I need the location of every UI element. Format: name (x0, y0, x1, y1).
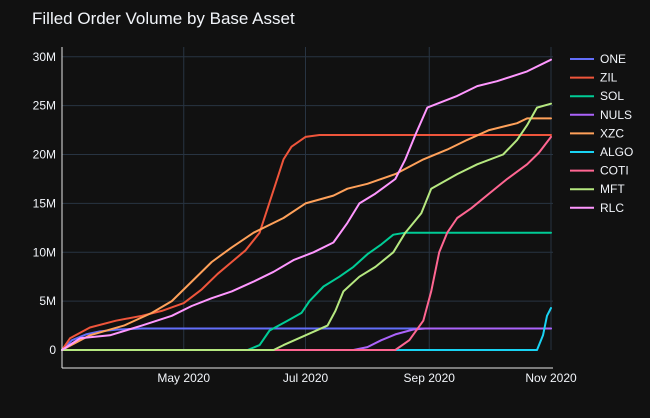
legend-item-mft[interactable]: MFT (570, 182, 625, 196)
legend-label: ALGO (600, 145, 633, 159)
legend-item-rlc[interactable]: RLC (570, 201, 624, 215)
legend-item-one[interactable]: ONE (570, 52, 626, 66)
legend-label: ZIL (600, 71, 618, 85)
legend[interactable]: ONE ZIL SOL NULS XZC ALGO COTI MFT RLC (570, 52, 633, 215)
legend-item-coti[interactable]: COTI (570, 164, 629, 178)
series-line-coti[interactable] (61, 135, 552, 351)
legend-label: NULS (600, 108, 632, 122)
series-line-one[interactable] (61, 327, 552, 351)
y-tick-label: 5M (39, 294, 56, 308)
legend-label: ONE (600, 52, 626, 66)
grid (62, 47, 553, 350)
series-line-xzc[interactable] (61, 117, 552, 351)
x-tick-label: Nov 2020 (525, 371, 577, 385)
x-tick-label: Sep 2020 (404, 371, 456, 385)
y-tick-label: 0 (49, 343, 56, 357)
chart-title: Filled Order Volume by Base Asset (32, 9, 295, 28)
x-tick-label: May 2020 (157, 371, 210, 385)
legend-label: SOL (600, 89, 624, 103)
legend-label: COTI (600, 164, 629, 178)
legend-item-zil[interactable]: ZIL (570, 71, 618, 85)
legend-item-algo[interactable]: ALGO (570, 145, 633, 159)
series-line-rlc[interactable] (61, 58, 552, 351)
plot-area (61, 58, 552, 351)
series-line-zil[interactable] (61, 134, 552, 351)
y-tick-label: 30M (33, 50, 56, 64)
y-tick-label: 20M (33, 148, 56, 162)
y-tick-label: 15M (33, 196, 56, 210)
legend-label: XZC (600, 126, 624, 140)
series-line-mft[interactable] (61, 102, 552, 351)
y-tick-label: 10M (33, 245, 56, 259)
y-tick-label: 25M (33, 99, 56, 113)
legend-item-nuls[interactable]: NULS (570, 108, 632, 122)
axes: 0 5M 10M 15M 20M 25M 30M May 2020 Jul 2020 Sep 20… (33, 47, 577, 385)
legend-label: RLC (600, 201, 624, 215)
legend-item-sol[interactable]: SOL (570, 89, 624, 103)
x-tick-label: Jul 2020 (283, 371, 329, 385)
legend-label: MFT (600, 182, 625, 196)
series-line-sol[interactable] (61, 231, 552, 351)
legend-item-xzc[interactable]: XZC (570, 126, 624, 140)
